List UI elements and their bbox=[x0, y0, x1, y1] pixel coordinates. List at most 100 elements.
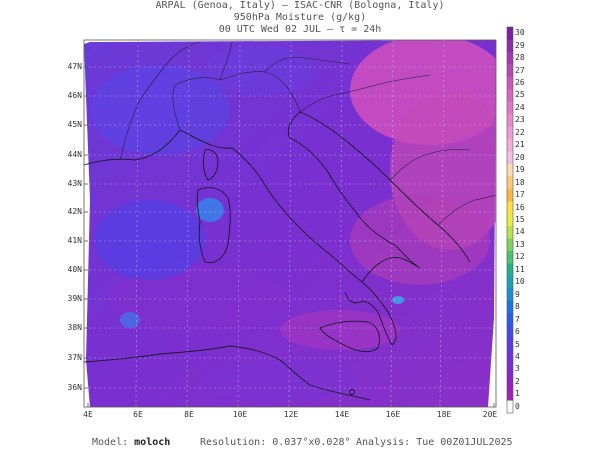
moisture-blob-south bbox=[280, 310, 400, 350]
lon-label: 10E bbox=[232, 410, 248, 419]
lat-label: 41N bbox=[67, 236, 82, 245]
lat-label: 43N bbox=[67, 179, 82, 188]
colorbar-swatch bbox=[507, 76, 513, 90]
moisture-blob-sardinia bbox=[196, 198, 224, 222]
colorbar-label: 10 bbox=[515, 277, 525, 287]
colorbar-swatch bbox=[507, 325, 513, 339]
lon-label: 14E bbox=[334, 410, 350, 419]
map-frame bbox=[83, 39, 497, 408]
colorbar-swatch bbox=[507, 64, 513, 78]
lat-label: 47N bbox=[67, 62, 82, 71]
model-value: moloch bbox=[134, 437, 171, 448]
colorbar-swatch bbox=[507, 201, 513, 215]
lon-label: 12E bbox=[283, 410, 299, 419]
colorbar-swatch bbox=[507, 89, 513, 103]
colorbar-label: 13 bbox=[515, 239, 525, 249]
colorbar-swatch bbox=[507, 114, 513, 128]
moisture-blob-tyrrhenian bbox=[110, 265, 290, 335]
lat-label: 40N bbox=[67, 265, 82, 274]
colorbar-swatch bbox=[507, 350, 513, 364]
moisture-blob-alps bbox=[205, 45, 315, 95]
lat-label: 44N bbox=[67, 150, 82, 159]
colorbar-label: 17 bbox=[515, 190, 525, 200]
colorbar-swatch bbox=[507, 151, 513, 165]
colorbar-swatch bbox=[507, 101, 513, 115]
moisture-blob-calabria bbox=[392, 296, 404, 304]
colorbar-label: 12 bbox=[515, 252, 525, 262]
colorbar-swatch bbox=[507, 363, 513, 377]
colorbar-label: 5 bbox=[515, 339, 520, 349]
colorbar-swatch bbox=[507, 276, 513, 289]
colorbar-swatch bbox=[507, 39, 513, 53]
model-label: Model: bbox=[92, 437, 129, 448]
lon-label: 8E bbox=[184, 410, 194, 419]
colorbar-label: 9 bbox=[515, 289, 520, 299]
colorbar-label: 30 bbox=[515, 28, 525, 38]
colorbar-swatch bbox=[507, 388, 513, 401]
colorbar-swatch bbox=[507, 188, 513, 202]
borders bbox=[119, 41, 496, 226]
colorbar-label: 18 bbox=[515, 177, 525, 187]
colorbar-swatch bbox=[507, 238, 513, 252]
moisture-blob-africa bbox=[200, 358, 360, 402]
colorbar-swatch bbox=[507, 263, 513, 277]
colorbar-label: 26 bbox=[515, 78, 525, 88]
title-line-2: 950hPa Moisture (g/kg) bbox=[233, 12, 367, 23]
colorbar-label: 24 bbox=[515, 102, 525, 112]
colorbar-label: 29 bbox=[515, 40, 525, 50]
colorbar-swatch bbox=[507, 51, 513, 65]
colorbar-swatch bbox=[507, 27, 513, 40]
coastlines bbox=[84, 111, 471, 401]
colorbar-label: 27 bbox=[515, 65, 525, 75]
footer-analysis: Analysis: Tue 00Z01JUL2025 bbox=[356, 437, 513, 448]
colorbar-label: 0 bbox=[515, 401, 520, 411]
axis-ticks bbox=[84, 66, 495, 407]
colorbar-label: 14 bbox=[515, 227, 525, 237]
lat-label: 45N bbox=[67, 120, 82, 129]
lat-label: 42N bbox=[67, 207, 82, 216]
lon-label: 16E bbox=[385, 410, 401, 419]
lat-label: 37N bbox=[67, 353, 82, 362]
colorbar-label: 25 bbox=[515, 90, 525, 100]
moisture-blob-blue bbox=[120, 312, 140, 328]
colorbar-label: 20 bbox=[515, 152, 525, 162]
title-line-1: ARPAL (Genoa, Italy) — ISAC-CNR (Bologna… bbox=[155, 0, 445, 11]
lat-label: 39N bbox=[67, 294, 82, 303]
colorbar-frame bbox=[506, 26, 514, 414]
watermark: ARPAL bbox=[262, 406, 299, 417]
colorbar-label: 2 bbox=[515, 376, 520, 386]
lat-label: 36N bbox=[67, 383, 82, 392]
colorbar-swatch bbox=[507, 163, 513, 177]
colorbar-label: 8 bbox=[515, 302, 520, 312]
colorbar-swatch bbox=[507, 300, 513, 314]
moisture-blob-adriatic bbox=[350, 195, 490, 285]
lon-label: 6E bbox=[133, 410, 143, 419]
watermark: ARPAL bbox=[150, 406, 187, 417]
colorbar-swatch bbox=[507, 313, 513, 327]
colorbar-label: 23 bbox=[515, 115, 525, 125]
colorbar-swatch bbox=[507, 338, 513, 352]
lon-label: 4E bbox=[83, 410, 93, 419]
colorbar-label: 1 bbox=[515, 389, 520, 399]
moisture-blob-sea bbox=[95, 200, 205, 280]
colorbar-label: 11 bbox=[515, 264, 525, 274]
colorbar bbox=[507, 27, 513, 414]
lon-label: 18E bbox=[436, 410, 452, 419]
colorbar-label: 19 bbox=[515, 165, 525, 175]
colorbar-swatch bbox=[507, 400, 513, 414]
colorbar-label: 16 bbox=[515, 202, 525, 212]
colorbar-swatch bbox=[507, 375, 513, 389]
colorbar-swatch bbox=[507, 139, 513, 152]
lat-label: 38N bbox=[67, 323, 82, 332]
lon-label: 20E bbox=[482, 410, 498, 419]
colorbar-swatch bbox=[507, 213, 513, 227]
colorbar-label: 6 bbox=[515, 327, 520, 337]
footer-resolution: Resolution: 0.037°x0.028° bbox=[200, 437, 351, 448]
colorbar-label: 15 bbox=[515, 215, 525, 224]
colorbar-label: 3 bbox=[515, 364, 520, 374]
colorbar-swatch bbox=[507, 288, 513, 302]
colorbar-swatch bbox=[507, 126, 513, 140]
colorbar-label: 22 bbox=[515, 127, 525, 137]
colorbar-label: 28 bbox=[515, 53, 525, 63]
